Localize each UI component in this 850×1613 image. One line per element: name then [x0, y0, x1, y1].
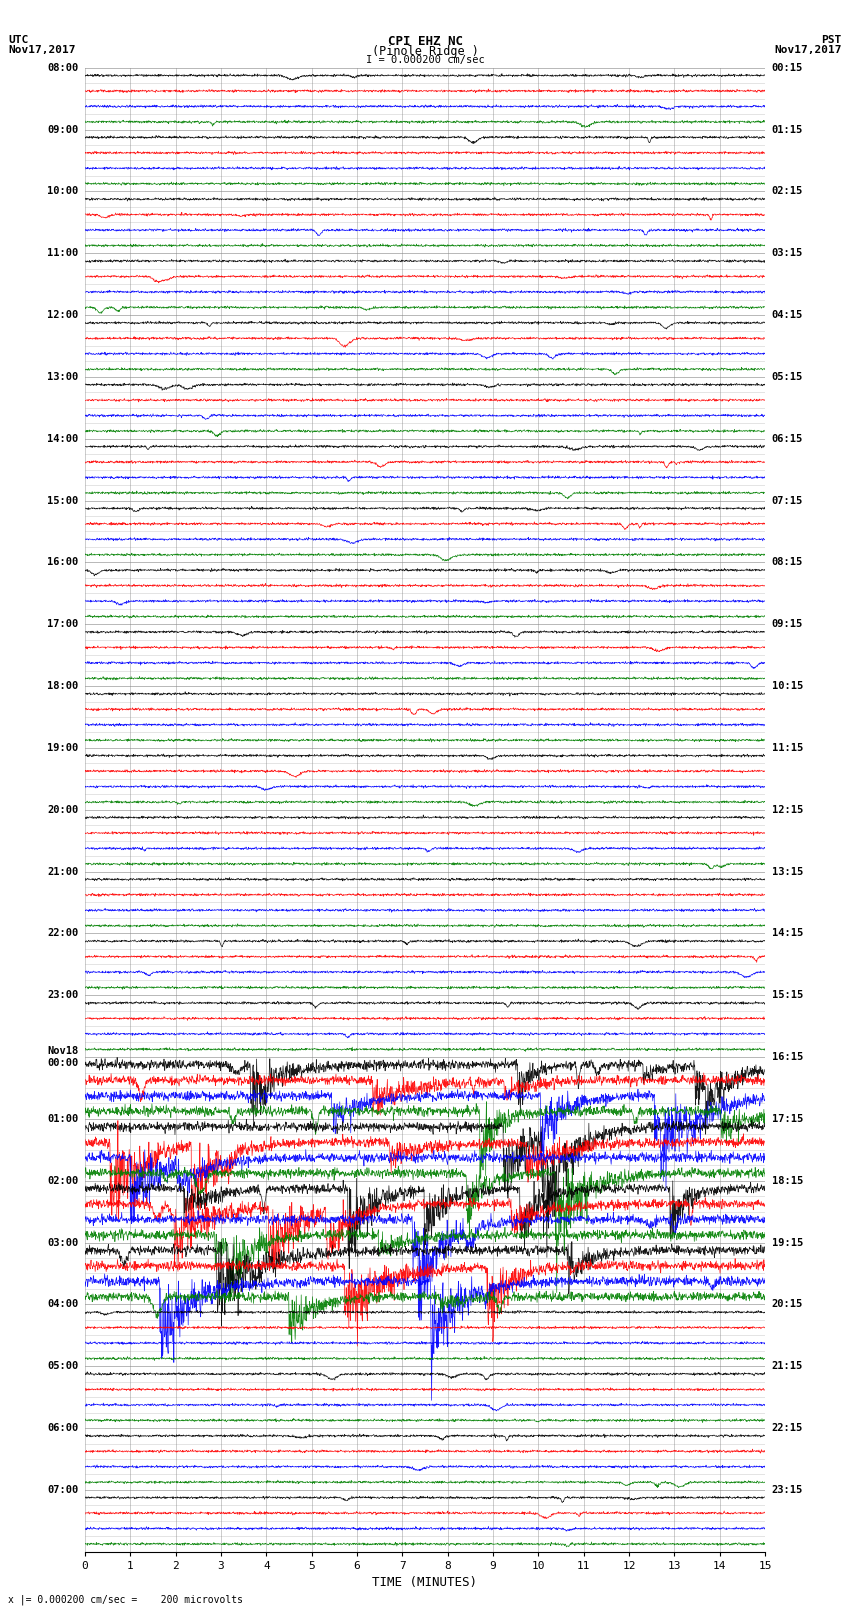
Text: Nov18
00:00: Nov18 00:00	[47, 1047, 78, 1068]
Text: 16:15: 16:15	[772, 1052, 803, 1061]
Text: 09:00: 09:00	[47, 124, 78, 134]
Text: 08:15: 08:15	[772, 558, 803, 568]
Text: 13:00: 13:00	[47, 373, 78, 382]
Text: 14:00: 14:00	[47, 434, 78, 444]
Text: 10:00: 10:00	[47, 187, 78, 197]
Text: 06:15: 06:15	[772, 434, 803, 444]
Text: 07:00: 07:00	[47, 1486, 78, 1495]
Text: 18:00: 18:00	[47, 681, 78, 690]
Text: 01:15: 01:15	[772, 124, 803, 134]
Text: 10:15: 10:15	[772, 681, 803, 690]
Text: 16:00: 16:00	[47, 558, 78, 568]
Text: 05:15: 05:15	[772, 373, 803, 382]
Text: 02:15: 02:15	[772, 187, 803, 197]
Text: 13:15: 13:15	[772, 866, 803, 876]
Text: Nov17,2017: Nov17,2017	[774, 45, 842, 55]
Text: 15:15: 15:15	[772, 990, 803, 1000]
Text: 22:15: 22:15	[772, 1423, 803, 1432]
Text: 14:15: 14:15	[772, 929, 803, 939]
Text: 11:15: 11:15	[772, 744, 803, 753]
Text: 02:00: 02:00	[47, 1176, 78, 1186]
Text: x |= 0.000200 cm/sec =    200 microvolts: x |= 0.000200 cm/sec = 200 microvolts	[8, 1594, 243, 1605]
X-axis label: TIME (MINUTES): TIME (MINUTES)	[372, 1576, 478, 1589]
Text: 12:00: 12:00	[47, 310, 78, 319]
Text: PST: PST	[821, 35, 842, 45]
Text: 19:15: 19:15	[772, 1237, 803, 1247]
Text: 15:00: 15:00	[47, 495, 78, 505]
Text: 22:00: 22:00	[47, 929, 78, 939]
Text: 17:00: 17:00	[47, 619, 78, 629]
Text: 01:00: 01:00	[47, 1115, 78, 1124]
Text: (Pinole Ridge ): (Pinole Ridge )	[371, 45, 479, 58]
Text: 04:15: 04:15	[772, 310, 803, 319]
Text: 12:15: 12:15	[772, 805, 803, 815]
Text: 03:15: 03:15	[772, 248, 803, 258]
Text: 07:15: 07:15	[772, 495, 803, 505]
Text: 08:00: 08:00	[47, 63, 78, 73]
Text: 17:15: 17:15	[772, 1115, 803, 1124]
Text: 21:00: 21:00	[47, 866, 78, 876]
Text: Nov17,2017: Nov17,2017	[8, 45, 76, 55]
Text: 04:00: 04:00	[47, 1300, 78, 1310]
Text: 19:00: 19:00	[47, 744, 78, 753]
Text: 03:00: 03:00	[47, 1237, 78, 1247]
Text: 05:00: 05:00	[47, 1361, 78, 1371]
Text: 09:15: 09:15	[772, 619, 803, 629]
Text: CPI EHZ NC: CPI EHZ NC	[388, 35, 462, 48]
Text: 00:15: 00:15	[772, 63, 803, 73]
Text: UTC: UTC	[8, 35, 29, 45]
Text: 20:15: 20:15	[772, 1300, 803, 1310]
Text: 18:15: 18:15	[772, 1176, 803, 1186]
Text: 20:00: 20:00	[47, 805, 78, 815]
Text: 23:00: 23:00	[47, 990, 78, 1000]
Text: 06:00: 06:00	[47, 1423, 78, 1432]
Text: 21:15: 21:15	[772, 1361, 803, 1371]
Text: 23:15: 23:15	[772, 1486, 803, 1495]
Text: 11:00: 11:00	[47, 248, 78, 258]
Text: I = 0.000200 cm/sec: I = 0.000200 cm/sec	[366, 55, 484, 65]
